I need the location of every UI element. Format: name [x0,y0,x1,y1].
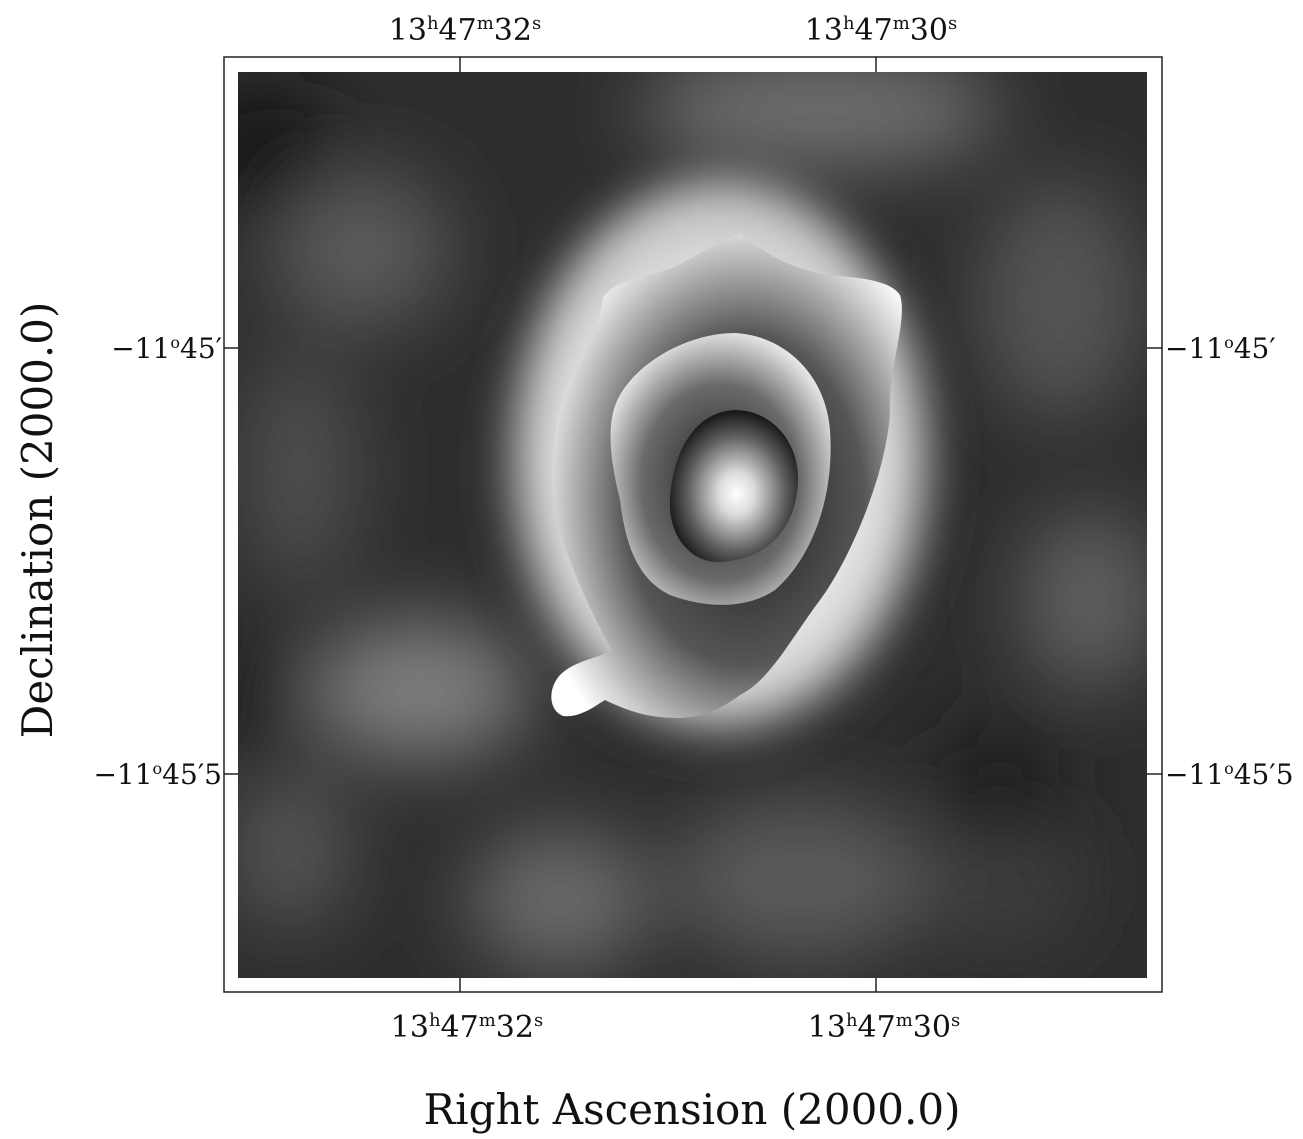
y-axis-title: Declination (2000.0) [13,302,62,739]
left-dec-label-2: −11o45′5 [93,758,222,791]
top-ra-label-1: 13h47m32s [389,13,541,48]
right-dec-label-1: −11o45′ [1165,332,1276,365]
left-dec-label-1: −11o45′ [111,332,222,365]
bottom-ra-label-2: 13h47m30s [808,1010,960,1045]
inner-contour-region [669,410,798,562]
bottom-ra-label-1: 13h47m32s [391,1010,543,1045]
right-dec-label-2: −11o45′5 [1165,758,1294,791]
x-axis-title: Right Ascension (2000.0) [424,1085,961,1134]
top-ra-label-2: 13h47m30s [805,13,957,48]
axis-ticks [224,57,1162,992]
